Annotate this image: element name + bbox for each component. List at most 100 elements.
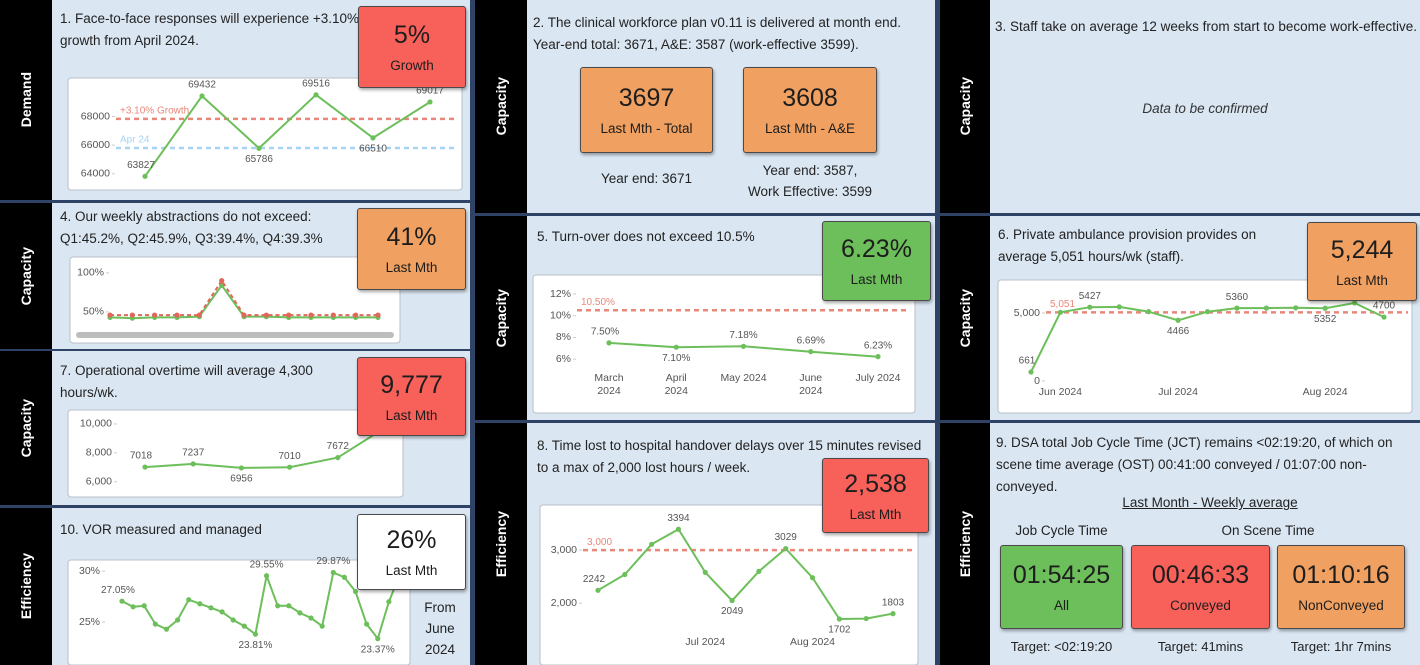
x-label-box: Jul 2024 [685, 636, 725, 648]
target: Target: <02:19:20 [1010, 639, 1113, 654]
point [353, 312, 359, 318]
data-label: 23.81% [238, 640, 272, 651]
x-tick-label: April 2024 [664, 372, 688, 397]
point [319, 623, 325, 629]
data-label: 29.87% [316, 556, 350, 567]
point [341, 574, 347, 580]
data-label: 7.50% [591, 327, 619, 338]
panel-text: 1. Face-to-face responses will experienc… [60, 11, 360, 48]
point [673, 344, 679, 350]
point [649, 541, 655, 547]
point [199, 93, 205, 99]
y-tick-label: 0 [1034, 375, 1040, 387]
x-tick-label: May 2024 [720, 372, 767, 384]
panel-text: 10. VOR measured and managed [60, 522, 262, 537]
panel-text: 8. Time lost to hospital handover delays… [537, 438, 922, 475]
point [186, 597, 192, 603]
point [1146, 309, 1152, 315]
point [364, 621, 370, 627]
kpi-value: 41% [386, 223, 437, 251]
kpi-card: 01:54:25 All [1000, 545, 1123, 629]
x-tick-label: July 2024 [855, 372, 901, 384]
point [130, 604, 136, 610]
kpi-card: 26% Last Mth [357, 514, 466, 590]
kpi-value: 6.23% [841, 235, 912, 263]
data-label: 6956 [230, 474, 253, 485]
point [875, 354, 881, 360]
chart-box [67, 77, 463, 191]
point [1234, 305, 1240, 311]
kpi-caption: Conveyed [1170, 598, 1231, 613]
data-label: 1702 [828, 625, 851, 636]
kpi-value: 5,244 [1330, 235, 1394, 264]
point [729, 597, 735, 604]
kpi-card: 3697 Last Mth - Total [580, 67, 713, 153]
point [1351, 300, 1358, 306]
point [313, 92, 319, 98]
scrollbar [76, 332, 394, 338]
data-label: 2242 [583, 574, 606, 585]
y-tick-label: 3,000 [551, 544, 577, 556]
data-label: 7237 [182, 448, 205, 459]
kpi-value: 9,777 [380, 370, 443, 399]
point [740, 343, 747, 349]
point [241, 312, 247, 318]
point [1057, 309, 1064, 315]
reference-label: 5,051 [1050, 299, 1075, 310]
point [238, 465, 244, 471]
point [263, 312, 269, 318]
data-label: 27.05% [101, 585, 135, 596]
panel-text: 5. Turn-over does not exceed 10.5% [537, 229, 755, 244]
data-label: 69017 [416, 86, 444, 97]
kpi-caption: Last Mth [385, 260, 438, 275]
panel-text: 9. DSA total Job Cycle Time (JCT) remain… [996, 435, 1393, 494]
data-label: 4466 [1167, 326, 1190, 337]
point [142, 464, 148, 470]
note: Year end: 3671 [600, 171, 693, 186]
x-label-box: March 2024 [594, 372, 624, 397]
point [427, 99, 433, 105]
kpi-value: 2,538 [844, 469, 907, 498]
point [308, 615, 314, 621]
point [330, 569, 336, 576]
point [1322, 305, 1328, 311]
x-tick-label: Jun 2024 [1038, 386, 1083, 398]
point [275, 603, 281, 609]
y-tick-label: 68000 [81, 110, 110, 122]
point [808, 349, 814, 355]
data-label: 7672 [327, 441, 350, 452]
kpi-value: 26% [386, 526, 437, 554]
y-tick-label: 12% [550, 288, 571, 300]
side-strip: Capacity [0, 203, 52, 349]
series-line [144, 93, 431, 177]
x-label-box: Aug 2024 [1303, 386, 1348, 398]
kpi-caption: Last Mth [850, 272, 903, 287]
point [375, 636, 381, 642]
point [622, 571, 628, 578]
point [263, 573, 270, 579]
point [1116, 304, 1122, 310]
data-label: 661 [1019, 356, 1036, 367]
chart-box [67, 559, 411, 665]
data-label: 63827 [127, 160, 155, 171]
data-label: 7010 [278, 451, 301, 462]
kpi-caption: Growth [390, 58, 434, 73]
point [297, 610, 303, 616]
data-label: 3394 [667, 513, 690, 524]
point [352, 588, 359, 595]
kpi-card: 01:10:16 NonConveyed [1277, 545, 1405, 629]
header: Job Cycle Time [1015, 523, 1108, 538]
kpi-caption: All [1053, 598, 1069, 613]
point [756, 568, 762, 574]
point [1204, 309, 1211, 315]
x-tick-label: March 2024 [594, 372, 624, 397]
side-strip: Demand [0, 0, 52, 200]
kpi-caption: Last Mth - A&E [764, 121, 856, 136]
kpi-caption: Last Mth - Total [600, 121, 693, 136]
kpi-caption: NonConveyed [1298, 598, 1384, 613]
y-tick-label: 66000 [81, 139, 110, 151]
point [141, 603, 147, 609]
side-strip: Efficiency [940, 423, 990, 665]
point [1381, 314, 1387, 320]
